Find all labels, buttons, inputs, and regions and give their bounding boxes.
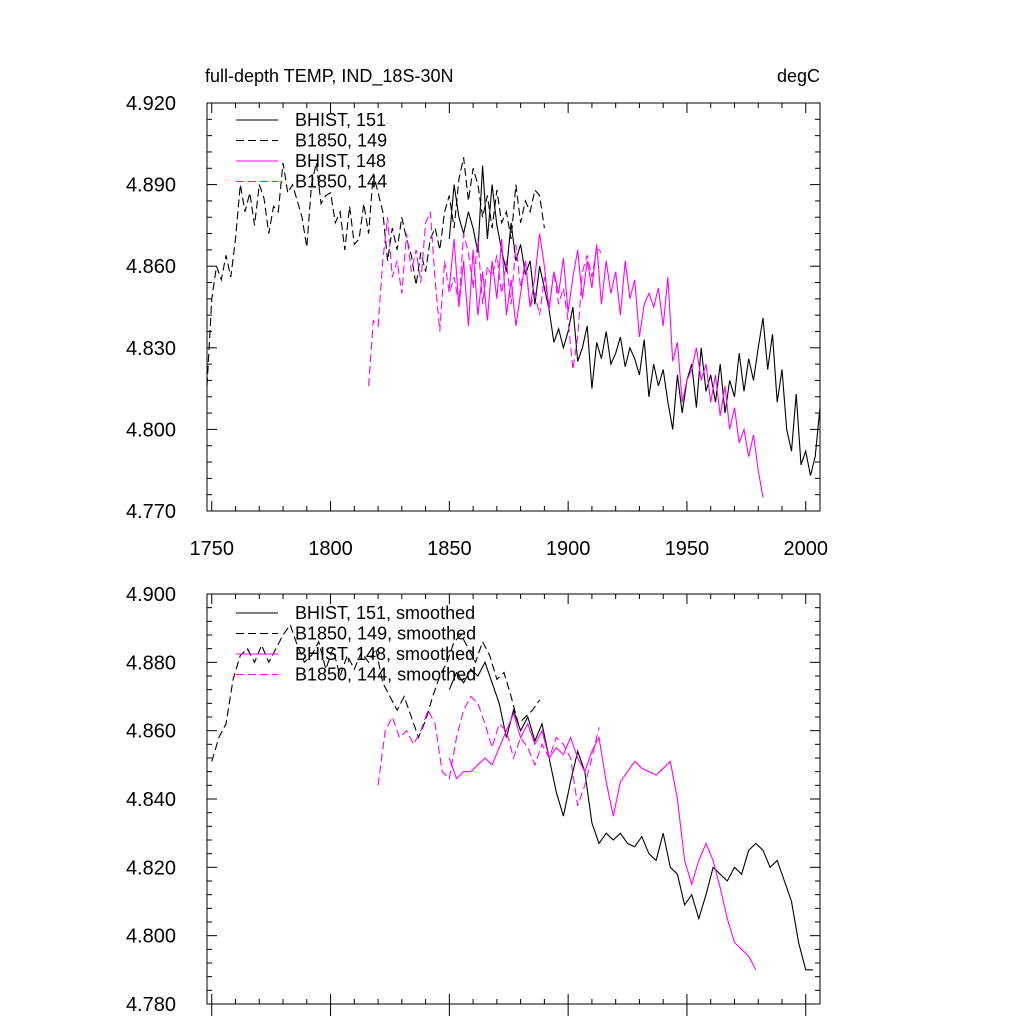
plot-frame	[206, 102, 821, 512]
series-line-3	[448, 711, 757, 971]
legend-label: BHIST, 151	[295, 110, 386, 130]
series-line-1	[448, 165, 821, 476]
ticks-layer: 4.780 4.800 4.820 4.840 4.860 4.880 4.900	[126, 584, 820, 1016]
x-tick-label: 2000	[783, 538, 828, 560]
y-tick-label: 4.780	[126, 994, 176, 1016]
chart-title: full-depth TEMP, IND_18S-30N	[205, 66, 453, 87]
series-line-2	[206, 157, 545, 386]
legend-label: B1850, 144	[295, 172, 387, 192]
y-tick-label: 4.800	[126, 926, 176, 948]
top-panel: full-depth TEMP, IND_18S-30N degC 1750 18…	[126, 66, 828, 560]
y-tick-label: 4.770	[126, 501, 176, 523]
y-tick-label: 4.830	[126, 338, 176, 360]
units-label: degC	[777, 66, 820, 86]
y-tick-label: 4.820	[126, 857, 176, 879]
y-tick-label: 4.880	[126, 652, 176, 674]
x-tick-label: 1950	[665, 538, 710, 560]
legend-label: BHIST, 148	[295, 151, 386, 171]
y-tick-label: 4.860	[126, 721, 176, 743]
bottom-panel: 4.780 4.800 4.820 4.840 4.860 4.880 4.900 BHIS…	[126, 584, 821, 1016]
series-layer	[211, 623, 813, 971]
series-line-4	[377, 695, 600, 806]
legend-label: BHIST, 148, smoothed	[295, 644, 475, 664]
y-tick-label: 4.890	[126, 175, 176, 197]
legend-label: B1850, 144, smoothed	[295, 665, 476, 685]
ticks-layer: 1750 1800 1850 1900 1950 2000 4.770 4.800 4.830 4…	[126, 93, 828, 560]
series-line-3	[448, 233, 764, 498]
y-tick-label: 4.920	[126, 93, 176, 115]
y-tick-label: 4.800	[126, 419, 176, 441]
x-tick-label: 1750	[190, 538, 235, 560]
x-tick-label: 1900	[546, 538, 591, 560]
series-line-2	[211, 623, 541, 762]
series-layer	[206, 157, 821, 498]
x-tick-label: 1850	[427, 538, 472, 560]
y-tick-label: 4.840	[126, 789, 176, 811]
legend-label: BHIST, 151, smoothed	[295, 603, 475, 623]
plot-frame	[206, 593, 821, 1005]
series-line-1	[448, 660, 813, 971]
series-line-4	[368, 211, 602, 386]
legend-label: B1850, 149, smoothed	[295, 624, 476, 644]
y-tick-label: 4.860	[126, 256, 176, 278]
legend-label: B1850, 149	[295, 131, 387, 151]
x-tick-label: 1800	[308, 538, 353, 560]
y-tick-label: 4.900	[126, 584, 176, 606]
